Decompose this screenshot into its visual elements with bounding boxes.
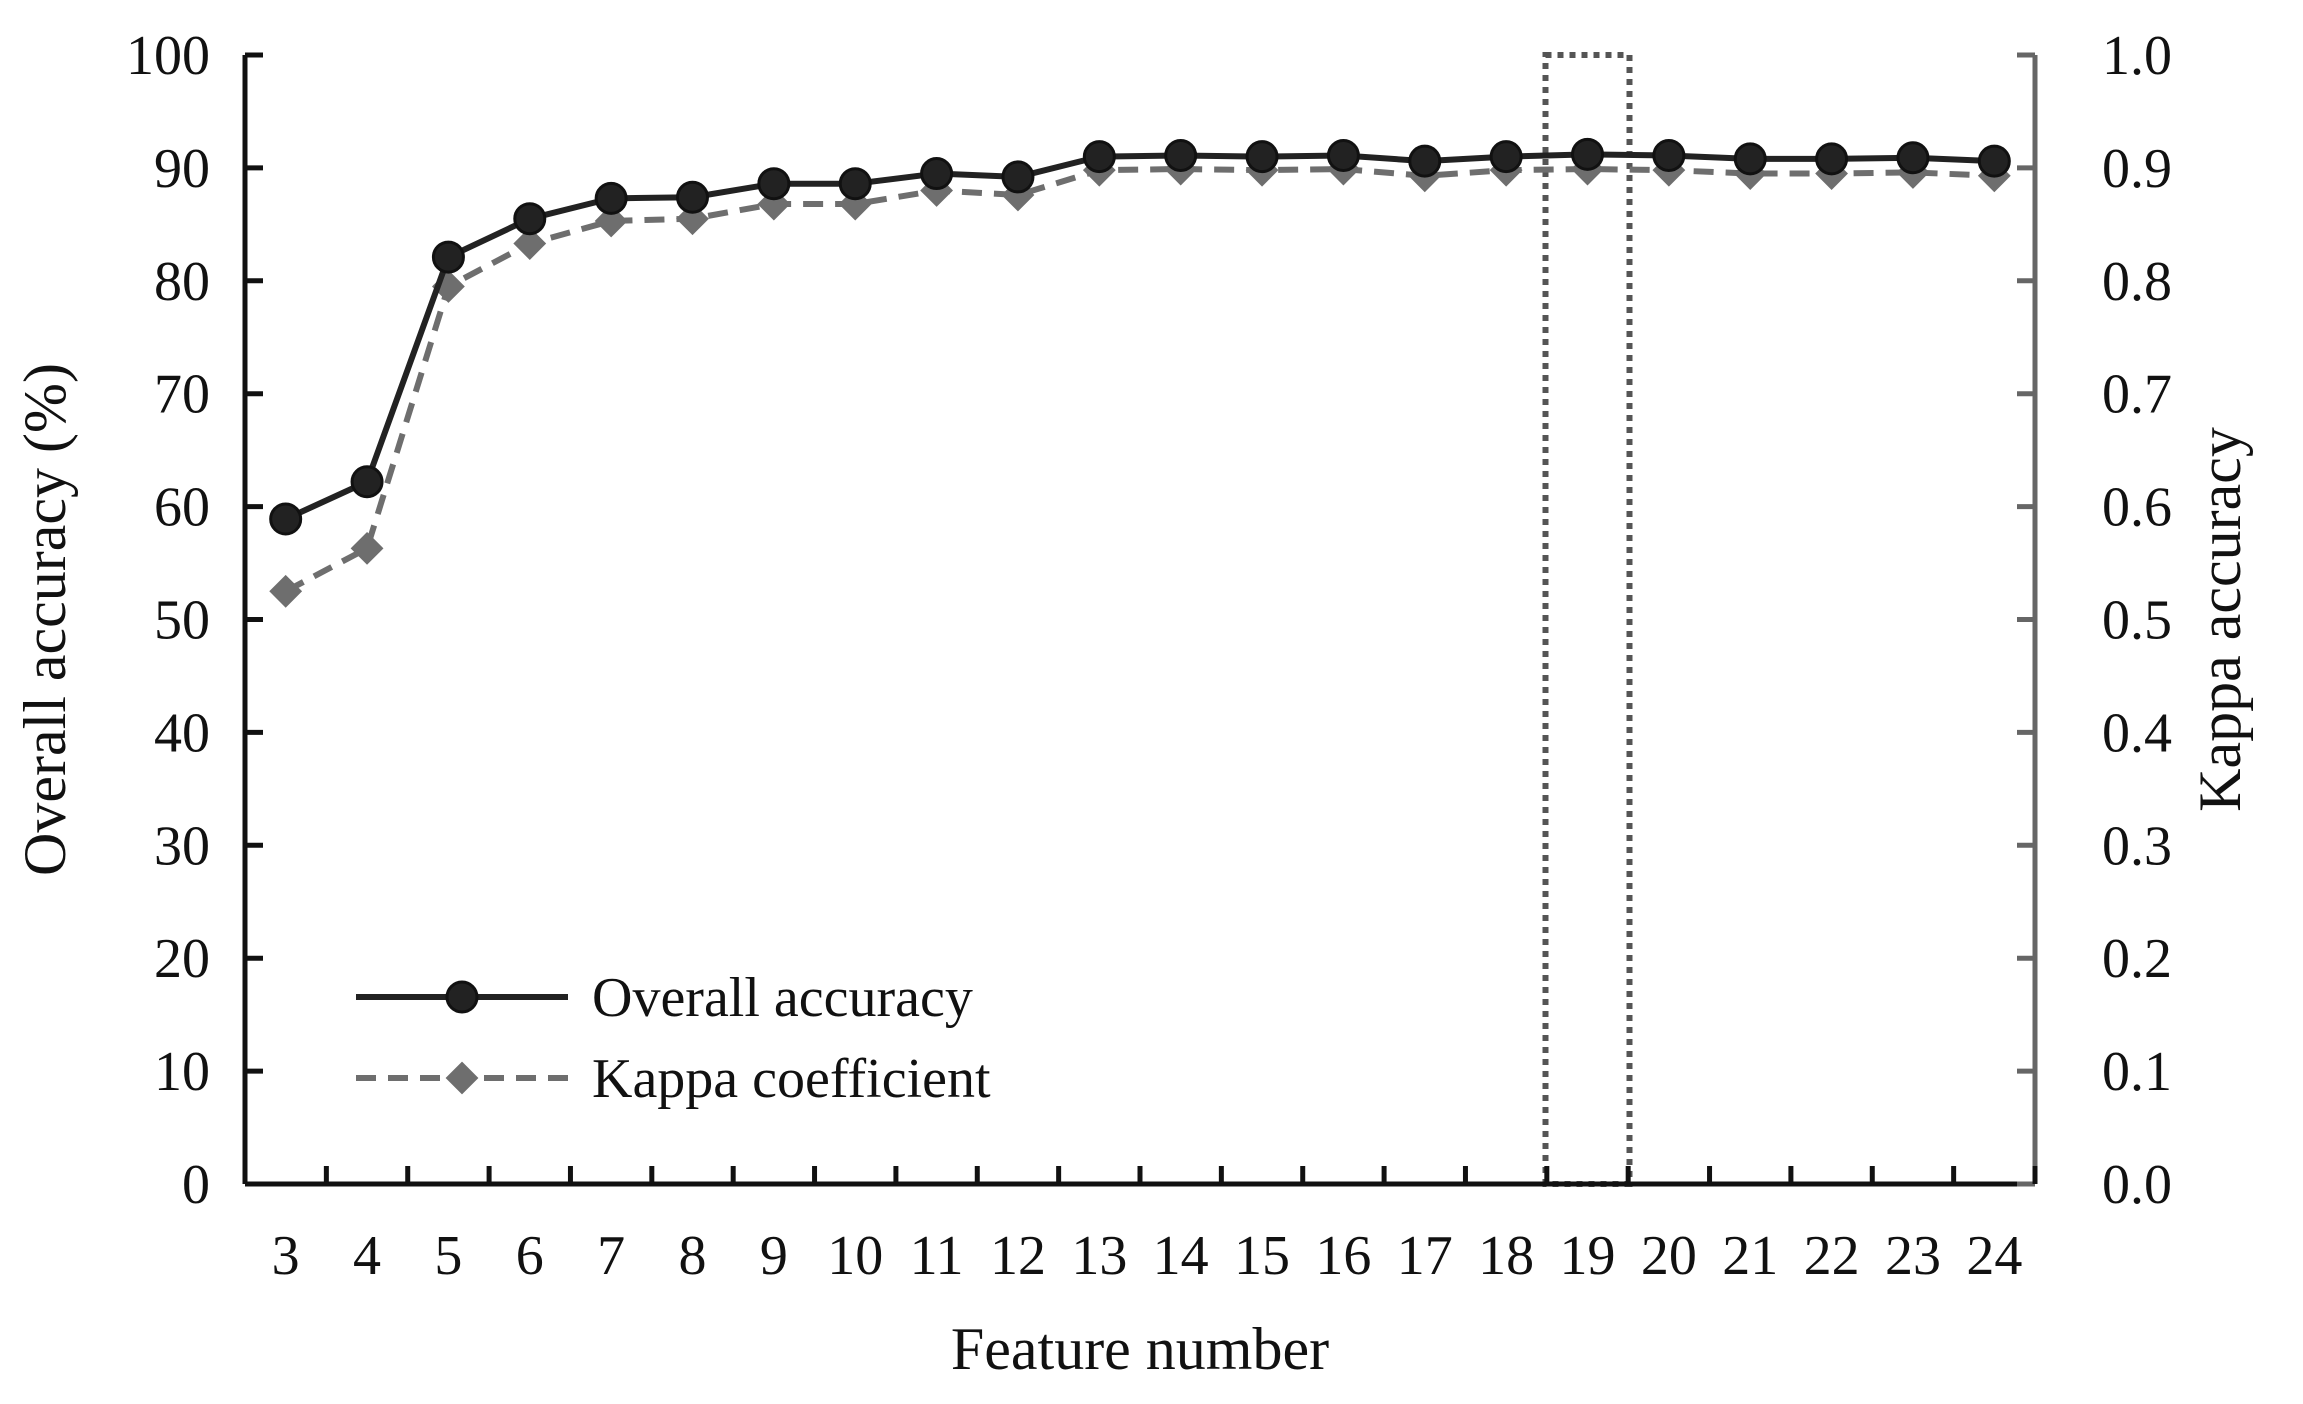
x-tick-label: 6 — [516, 1225, 544, 1287]
y-tick-label-right: 0.4 — [2102, 702, 2172, 764]
data-point-circle — [431, 240, 465, 274]
y-tick-label-left: 20 — [154, 928, 210, 990]
data-point-circle — [1489, 140, 1523, 174]
data-point-circle — [1896, 141, 1930, 175]
axes-layer: 0 10 20 30 40 50 60 70 80 90 100 0.0 0.1 0.2 0.3 0.4 0.5… — [12, 25, 2253, 1382]
x-tick-label: 21 — [1722, 1225, 1778, 1287]
data-point-diamond — [350, 531, 384, 565]
data-point-diamond — [513, 227, 547, 260]
x-tick-label: 13 — [1071, 1225, 1127, 1287]
y-tick-label-left: 50 — [154, 590, 210, 652]
y-tick-label-left: 60 — [154, 477, 210, 539]
y-tick-label-right: 0.1 — [2102, 1041, 2172, 1103]
highlight-layer — [1542, 52, 1633, 1187]
y-axis-title-right: Kappa accuracy — [2187, 427, 2253, 812]
y-tick-label-right: 0.2 — [2102, 928, 2172, 990]
x-axis-title: Feature number — [951, 1316, 1329, 1382]
y-tick-label-right: 0.8 — [2102, 251, 2172, 313]
x-tick-label: 5 — [434, 1225, 462, 1287]
data-point-circle — [1245, 140, 1279, 174]
data-point-diamond — [594, 204, 628, 238]
x-tick-label: 10 — [827, 1225, 883, 1287]
x-tick-label: 15 — [1234, 1225, 1290, 1287]
x-tick-label: 7 — [597, 1225, 625, 1287]
x-tick-label: 20 — [1641, 1225, 1697, 1287]
y-tick-label-right: 0.5 — [2102, 590, 2172, 652]
y-tick-label-left: 0 — [182, 1154, 210, 1216]
legend-marker — [445, 1061, 479, 1095]
x-tick-label: 16 — [1315, 1225, 1371, 1287]
x-tick-label: 22 — [1804, 1225, 1860, 1287]
data-point-circle — [1082, 140, 1116, 174]
data-point-circle — [350, 465, 384, 499]
x-tick-label: 9 — [760, 1225, 788, 1287]
x-tick-label: 11 — [910, 1225, 964, 1287]
data-point-circle — [1001, 160, 1035, 194]
series-circle-group — [269, 137, 2011, 536]
x-tick-label: 18 — [1478, 1225, 1534, 1287]
x-tick-label: 4 — [353, 1225, 381, 1287]
x-tick-label: 23 — [1885, 1225, 1941, 1287]
x-tick-label: 17 — [1397, 1225, 1453, 1287]
y-tick-label-left: 40 — [154, 702, 210, 764]
series-line — [284, 151, 1995, 522]
x-tick-label: 8 — [679, 1225, 707, 1287]
data-point-circle — [513, 202, 547, 236]
series-layer — [269, 137, 2011, 608]
data-point-circle — [1164, 138, 1198, 172]
x-tick-label: 14 — [1153, 1225, 1209, 1287]
y-tick-label-right: 0.9 — [2102, 138, 2172, 200]
y-tick-label-right: 0.0 — [2102, 1154, 2172, 1216]
data-point-diamond — [269, 574, 303, 608]
data-point-circle — [1571, 137, 1604, 171]
data-point-circle — [676, 180, 709, 214]
y-tick-label-left: 30 — [154, 815, 210, 877]
legend-label: Kappa coefficient — [592, 1048, 991, 1110]
data-point-circle — [1977, 144, 2011, 178]
data-point-circle — [1326, 138, 1360, 172]
data-point-circle — [1408, 144, 1442, 178]
y-tick-label-right: 0.7 — [2102, 364, 2172, 426]
data-point-circle — [269, 502, 303, 536]
y-tick-label-right: 0.3 — [2102, 815, 2172, 877]
data-point-circle — [1815, 142, 1849, 176]
data-point-circle — [1652, 138, 1686, 172]
x-tick-label: 24 — [1966, 1225, 2022, 1287]
y-tick-label-right: 0.6 — [2102, 477, 2172, 539]
legend-marker — [445, 980, 479, 1014]
legend-item: Kappa coefficient — [356, 1048, 991, 1110]
y-tick-label-left: 90 — [154, 138, 210, 200]
highlight-box — [1542, 52, 1633, 1187]
x-tick-label: 19 — [1560, 1225, 1616, 1287]
data-point-circle — [594, 181, 628, 215]
data-point-circle — [1733, 142, 1767, 176]
y-tick-label-left: 100 — [126, 25, 210, 87]
series-line — [284, 166, 1995, 594]
y-tick-label-left: 70 — [154, 364, 210, 426]
data-point-circle — [757, 167, 791, 201]
x-tick-label: 12 — [990, 1225, 1046, 1287]
legend-label: Overall accuracy — [592, 967, 973, 1029]
data-point-circle — [920, 157, 954, 191]
legend: Overall accuracy Kappa coefficient — [356, 967, 991, 1110]
y-tick-label-right: 1.0 — [2102, 25, 2172, 87]
y-axis-title-left: Overall accuracy (%) — [12, 363, 78, 876]
data-point-circle — [838, 167, 872, 201]
x-tick-label: 3 — [272, 1225, 300, 1287]
y-tick-label-left: 10 — [154, 1041, 210, 1103]
legend-item: Overall accuracy — [356, 967, 973, 1029]
y-tick-label-left: 80 — [154, 251, 210, 313]
